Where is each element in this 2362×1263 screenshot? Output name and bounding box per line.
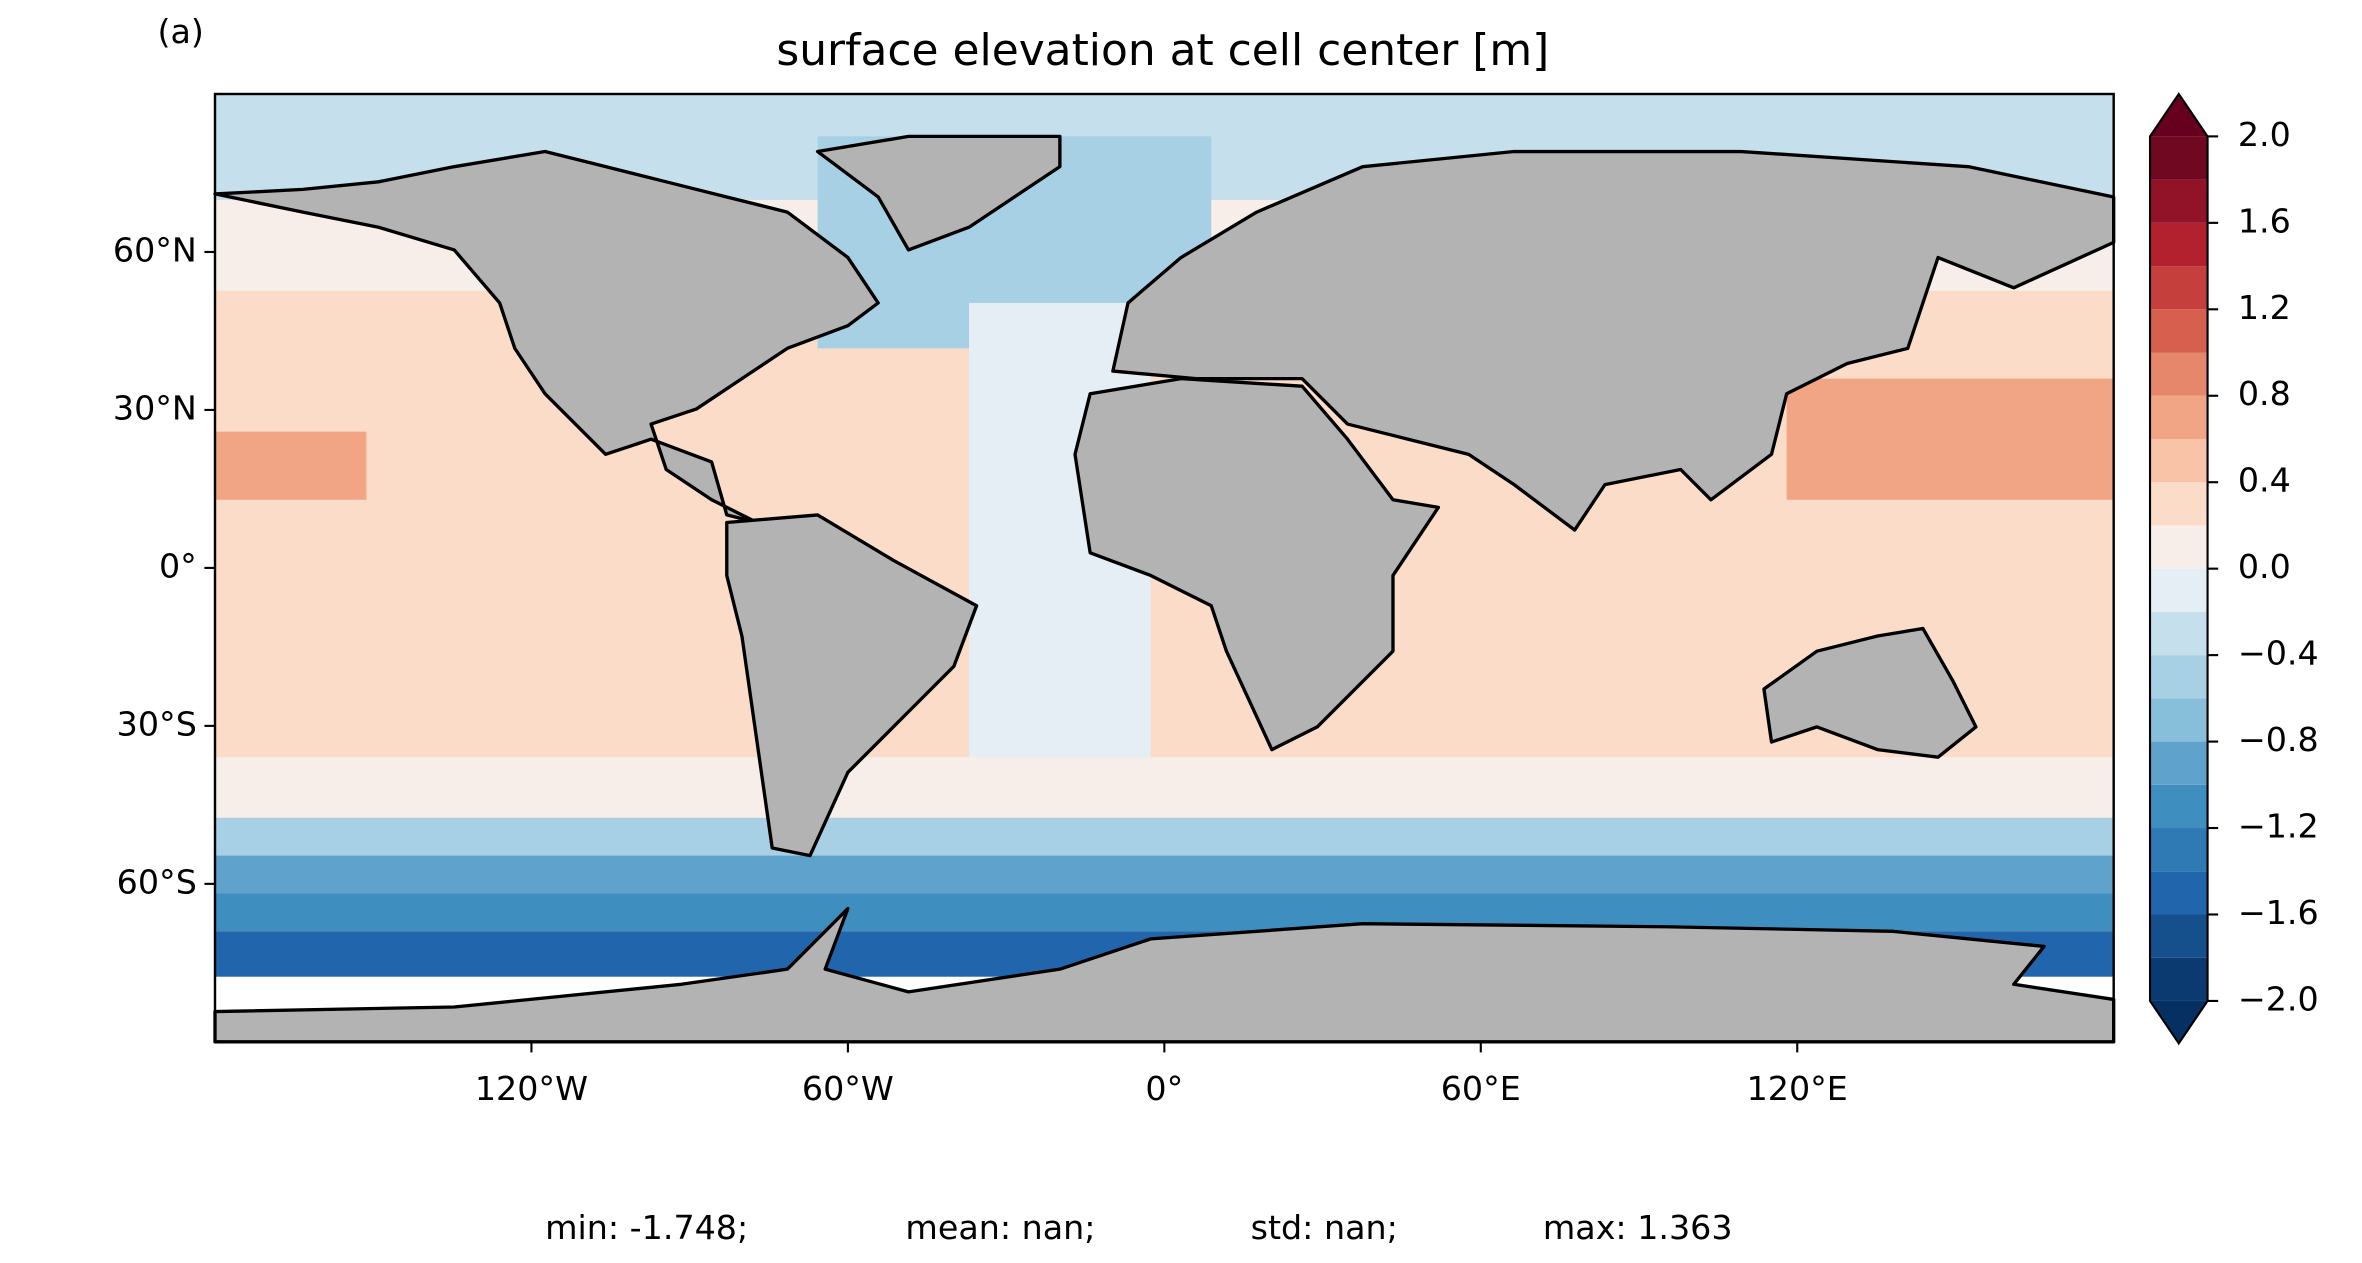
ocean-band — [215, 757, 2114, 818]
ocean-band — [215, 855, 2114, 894]
panel-label: (a) — [157, 12, 203, 51]
y-tick-label: 30°N — [113, 388, 197, 427]
colorbar-tick-label: −2.0 — [2238, 979, 2319, 1018]
ocean-band — [215, 817, 2114, 856]
colorbar-segment — [2150, 352, 2208, 396]
map — [213, 92, 2116, 1044]
colorbar-tick-label: 1.2 — [2238, 288, 2291, 327]
colorbar-tick-label: −1.6 — [2238, 893, 2319, 932]
colorbar-segment — [2150, 828, 2208, 872]
colorbar-tick-label: 2.0 — [2238, 115, 2291, 154]
colorbar-segment — [2150, 309, 2208, 353]
colorbar-tick-label: −0.8 — [2238, 720, 2319, 759]
x-tick-label: 60°W — [802, 1069, 894, 1108]
colorbar-segment — [2150, 655, 2208, 699]
ocean-band — [215, 893, 2114, 932]
y-tick-label: 0° — [159, 546, 197, 585]
colorbar-segment — [2150, 914, 2208, 958]
north-america — [213, 149, 880, 525]
stat: max: 1.363 — [1543, 1208, 1733, 1247]
x-tick-label: 120°E — [1747, 1069, 1848, 1108]
stat: mean: nan; — [905, 1208, 1095, 1247]
x-tick-label: 0° — [1145, 1069, 1183, 1108]
colorbar-segment — [2150, 438, 2208, 483]
colorbar-tick-label: 0.0 — [2238, 547, 2291, 586]
ocean-band — [215, 431, 367, 500]
colorbar-segment — [2150, 957, 2208, 1001]
stat: std: nan; — [1251, 1208, 1398, 1247]
colorbar-segment — [2150, 698, 2208, 742]
colorbar-segment — [2150, 179, 2208, 223]
africa — [1073, 376, 1441, 752]
colorbar-segment — [2150, 525, 2208, 569]
stats: min: -1.748; mean: nan; std: nan; max: 1… — [545, 1208, 1732, 1247]
y-tick-label: 60°N — [113, 230, 197, 269]
colorbar-segment — [2150, 568, 2208, 612]
colorbar-tick-label: 0.4 — [2238, 461, 2291, 500]
colorbar-tick-label: −0.4 — [2238, 634, 2319, 673]
eurasia — [1111, 149, 2116, 532]
x-tick-label: 120°W — [475, 1069, 588, 1108]
south-america — [725, 513, 979, 858]
colorbar-segment — [2150, 611, 2208, 656]
stat: min: -1.748; — [545, 1208, 748, 1247]
colorbar-extend-under — [2150, 1000, 2208, 1044]
colorbar-segment — [2150, 266, 2208, 310]
greenland — [815, 134, 1062, 252]
colorbar-segment — [2150, 222, 2208, 267]
colorbar-tick-label: 1.6 — [2238, 201, 2291, 240]
x-tick-label: 60°E — [1441, 1069, 1521, 1108]
colorbar-segment — [2150, 395, 2208, 439]
colorbar-segment — [2150, 482, 2208, 526]
y-tick-label: 30°S — [117, 704, 197, 743]
colorbar-tick-label: 0.8 — [2238, 374, 2291, 413]
colorbar-tick-label: −1.2 — [2238, 807, 2319, 846]
ocean-band — [1786, 378, 2114, 500]
colorbar-segment — [2150, 136, 2208, 180]
colorbar-segment — [2150, 784, 2208, 829]
y-tick-label: 60°S — [117, 862, 197, 901]
chart-title: surface elevation at cell center [m] — [776, 25, 1549, 76]
australia — [1762, 626, 1978, 759]
colorbar-segment — [2150, 871, 2208, 915]
colorbar-extend-over — [2150, 93, 2208, 137]
colorbar-segment — [2150, 741, 2208, 785]
